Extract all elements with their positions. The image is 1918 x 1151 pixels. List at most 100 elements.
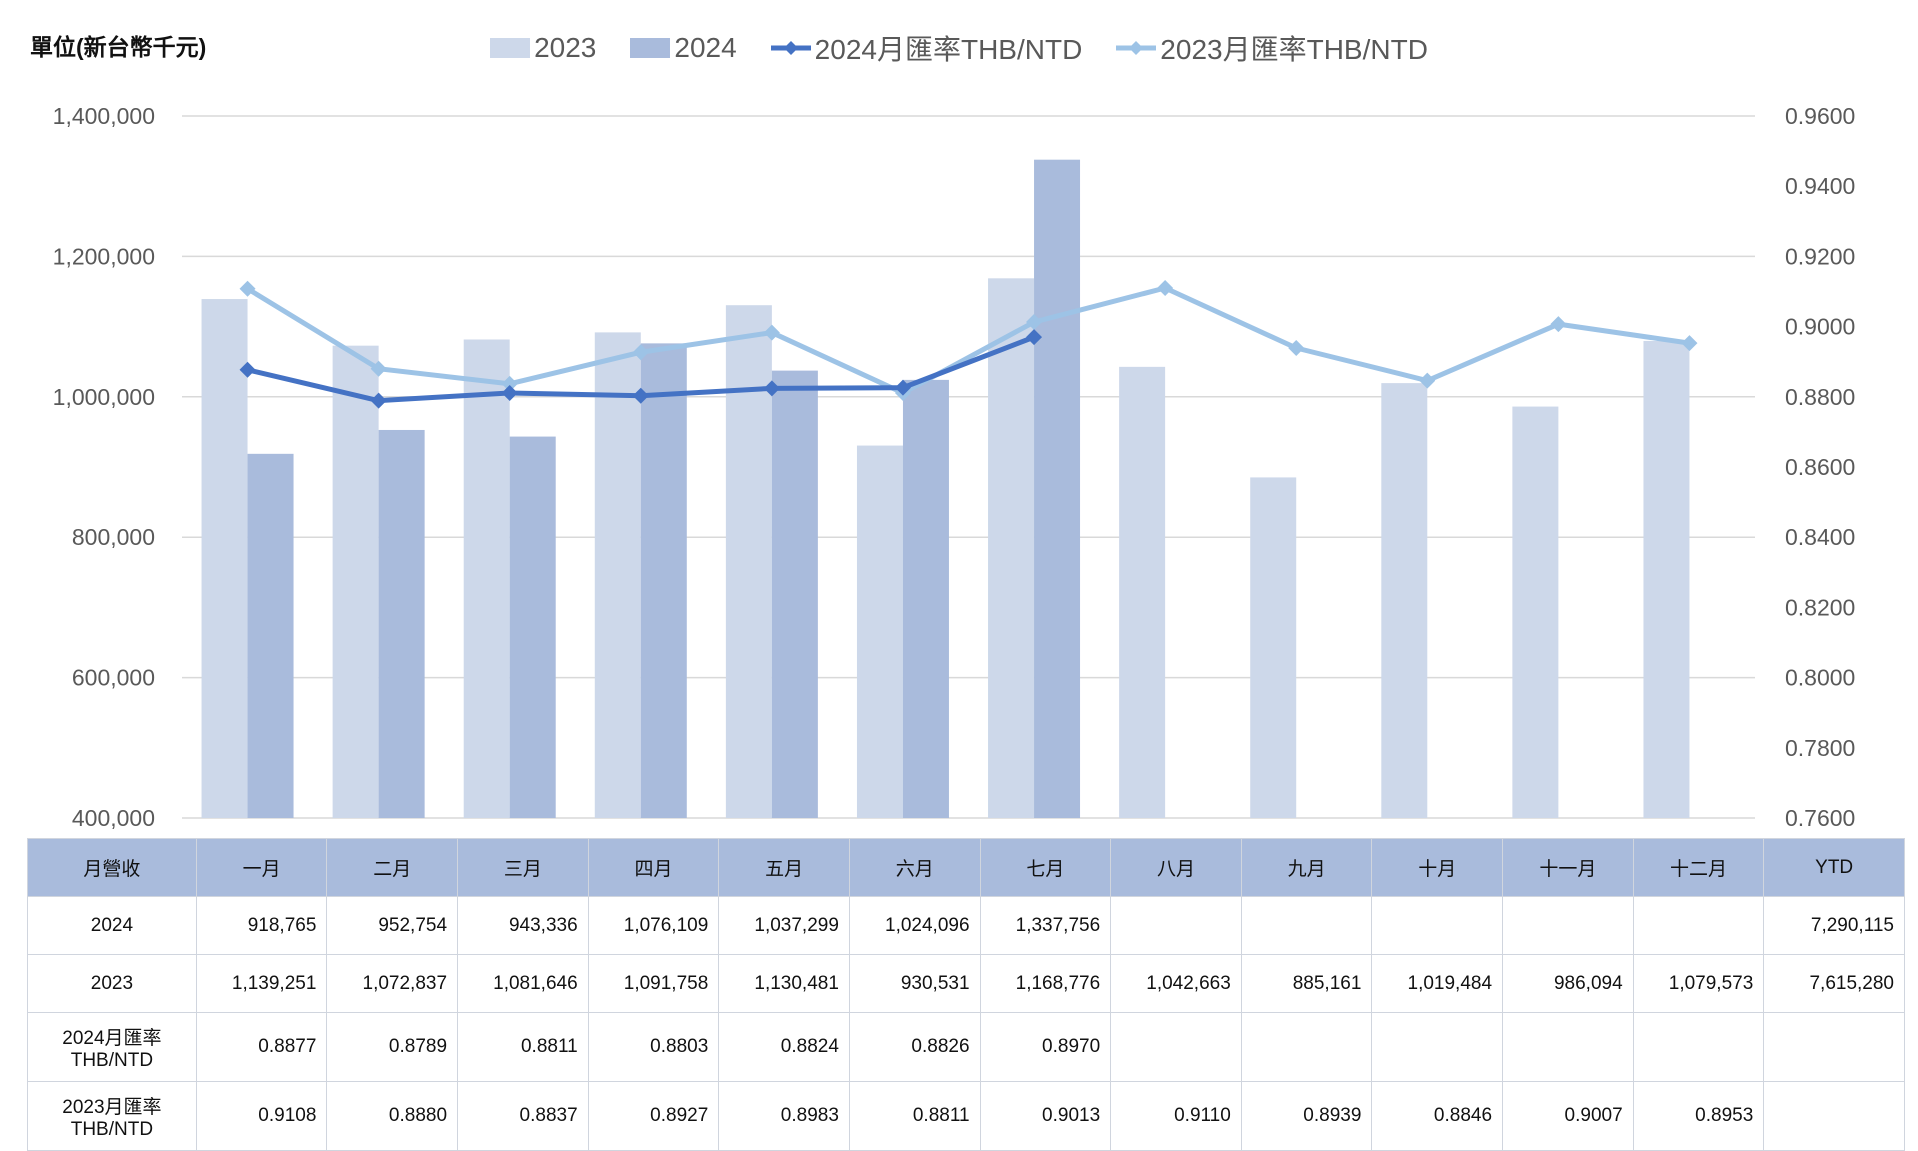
table-column-header: 十二月	[1632, 838, 1765, 897]
y-right-tick-label: 0.8200	[1785, 594, 1855, 620]
table-cell	[1371, 1012, 1504, 1082]
legend-item-2023: 2023	[490, 32, 596, 64]
rate-2023-point	[1157, 279, 1174, 296]
rate-2023-point	[239, 280, 256, 297]
legend-item-2024: 2024	[630, 32, 737, 64]
y-left-tick-label: 1,400,000	[53, 103, 155, 129]
table-cell	[1240, 896, 1373, 955]
table-cell: 1,079,573	[1632, 954, 1765, 1013]
table-cell: 885,161	[1240, 954, 1373, 1013]
rate-2023-point	[763, 324, 780, 341]
table-cell: 7,290,115	[1763, 896, 1905, 955]
unit-label: 單位(新台幣千元)	[30, 34, 207, 60]
table-cell: 1,091,758	[587, 954, 720, 1013]
bar-2023	[1512, 406, 1559, 818]
table-cell: 0.9007	[1502, 1081, 1634, 1151]
table-header-row: 月營收 一月 二月 三月 四月 五月 六月 七月 八月 九月 十月 十一月 十二月 YTD	[27, 838, 1905, 897]
bar-2023	[856, 445, 903, 818]
bar-2024	[247, 453, 294, 818]
table-cell: 1,037,299	[718, 896, 850, 955]
table-column-header: 五月	[718, 838, 850, 897]
table-cell: 0.8824	[718, 1012, 850, 1082]
y-left-tick-label: 400,000	[72, 805, 155, 831]
table-cell: 1,130,481	[718, 954, 850, 1013]
row-header-line: THB/NTD	[70, 1049, 154, 1071]
bar-2024	[1034, 159, 1081, 818]
legend-swatch-2023	[490, 38, 531, 58]
legend-swatch-rate-2023	[1116, 41, 1157, 55]
rate-2024-point	[632, 387, 649, 404]
y-right-tick-label: 0.8400	[1785, 524, 1855, 550]
bar-2024	[771, 370, 818, 818]
table-row: 2024 918,765 952,754 943,336 1,076,109 1,037,…	[27, 896, 1905, 955]
bar-2023	[201, 299, 248, 819]
row-header-line: 2023月匯率	[62, 1096, 162, 1118]
rate-2023-line	[246, 285, 1690, 396]
legend-swatch-2024	[630, 38, 671, 58]
bar-2023	[725, 305, 772, 818]
table-column-header: 七月	[979, 838, 1112, 897]
table-cell: 0.8877	[195, 1012, 328, 1082]
table-column-header: 一月	[195, 838, 328, 897]
row-header-line: THB/NTD	[70, 1118, 154, 1140]
y-right-tick-label: 0.7600	[1785, 805, 1855, 831]
legend-item-rate-2023: 2023月匯率THB/NTD	[1116, 28, 1428, 68]
table-column-header: YTD	[1763, 838, 1905, 897]
y-right-tick-label: 0.9600	[1785, 103, 1855, 129]
table-cell: 0.8826	[848, 1012, 981, 1082]
table-cell: 930,531	[848, 954, 981, 1013]
table-cell	[1110, 1012, 1242, 1082]
table-row: 2024月匯率 THB/NTD 0.8877 0.8789 0.8811 0.8803 0.…	[27, 1012, 1905, 1082]
bar-2023	[1119, 366, 1166, 818]
table-cell: 0.8811	[848, 1081, 981, 1151]
table-column-header: 九月	[1240, 838, 1373, 897]
bar-2023	[463, 339, 510, 818]
bar-2023	[1643, 340, 1690, 818]
row-header-line: 2024月匯率	[62, 1027, 162, 1049]
table-cell: 0.8880	[326, 1081, 459, 1151]
y-left-tick-label: 1,000,000	[53, 384, 155, 410]
table-cell: 0.8846	[1371, 1081, 1504, 1151]
table-cell: 0.8983	[718, 1081, 850, 1151]
table-cell: 943,336	[457, 896, 589, 955]
rate-2024-point	[239, 361, 256, 378]
chart-legend: 2023 2024 2024月匯率THB/NTD 2023月匯率THB/NTD	[0, 28, 1918, 68]
rate-2023-point	[1681, 335, 1698, 352]
rate-2023-point	[1419, 372, 1436, 389]
table-cell: 918,765	[195, 896, 328, 955]
bar-2024	[640, 343, 687, 818]
rate-2023-point	[370, 360, 387, 377]
table-cell: 0.8927	[587, 1081, 720, 1151]
table-column-header: 六月	[848, 838, 981, 897]
bar-2023	[594, 332, 641, 818]
table-column-header: 十月	[1371, 838, 1504, 897]
table-cell	[1502, 896, 1634, 955]
table-cell: 0.9013	[979, 1081, 1112, 1151]
rate-2024-point	[894, 379, 911, 396]
y-right-tick-label: 0.7800	[1785, 735, 1855, 761]
table-cell: 1,042,663	[1110, 954, 1242, 1013]
legend-swatch-rate-2024	[770, 41, 811, 55]
table-column-header: 二月	[326, 838, 459, 897]
table-cell: 986,094	[1502, 954, 1634, 1013]
table-row: 2023月匯率 THB/NTD 0.9108 0.8880 0.8837 0.8927 0.…	[27, 1081, 1905, 1151]
y-right-tick-label: 0.9400	[1785, 173, 1855, 199]
table-cell	[1371, 896, 1504, 955]
legend-label-2024: 2024	[674, 32, 737, 63]
legend-label-2023: 2023	[534, 32, 597, 63]
y-right-tick-label: 0.8000	[1785, 665, 1855, 691]
y-right-tick-label: 0.8800	[1785, 384, 1855, 410]
legend-label-rate-2024: 2024月匯率THB/NTD	[814, 34, 1083, 65]
data-table: 月營收 一月 二月 三月 四月 五月 六月 七月 八月 九月 十月 十一月 十二月 YTD 2024 918…	[27, 838, 1905, 1151]
table-column-header: 八月	[1110, 838, 1242, 897]
y-left-tick-label: 1,200,000	[53, 243, 155, 269]
table-cell: 1,072,837	[326, 954, 459, 1013]
table-column-header: 四月	[587, 838, 720, 897]
table-row-header: 2023	[27, 954, 197, 1013]
table-cell	[1240, 1012, 1373, 1082]
table-cell: 1,081,646	[457, 954, 589, 1013]
table-cell: 0.8939	[1240, 1081, 1373, 1151]
legend-item-rate-2024: 2024月匯率THB/NTD	[770, 28, 1083, 68]
table-cell: 0.8953	[1632, 1081, 1765, 1151]
table-cell: 1,076,109	[587, 896, 720, 955]
